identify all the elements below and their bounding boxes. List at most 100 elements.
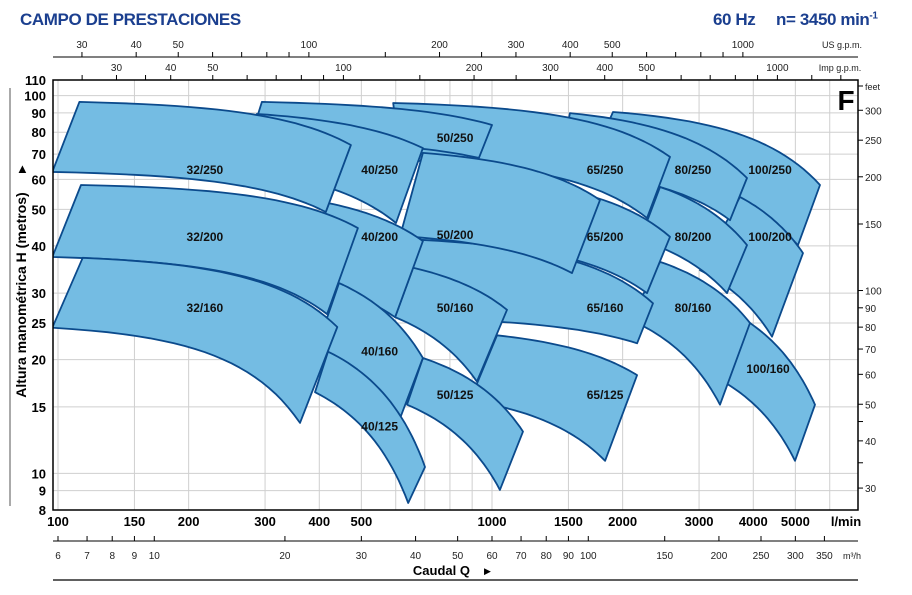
m3h-tick-label: 200 bbox=[711, 551, 728, 562]
y-tick-label: 50 bbox=[32, 202, 46, 217]
region-label-65-250: 65/250 bbox=[587, 163, 624, 177]
region-label-100-200: 100/200 bbox=[748, 230, 792, 244]
pump-region-100-160 bbox=[719, 322, 816, 462]
pump-region-40-125 bbox=[314, 350, 426, 504]
region-label-50-250: 50/250 bbox=[437, 131, 474, 145]
imp-gpm-tick-label: 200 bbox=[466, 63, 483, 74]
region-label-32-160: 32/160 bbox=[187, 301, 224, 315]
region-label-65-200: 65/200 bbox=[587, 230, 624, 244]
speed-exponent: -1 bbox=[869, 10, 878, 22]
us-gpm-tick-label: 40 bbox=[131, 40, 143, 51]
feet-tick-label: 300 bbox=[865, 106, 882, 117]
feet-tick-label: 150 bbox=[865, 220, 882, 231]
us-gpm-tick-label: 50 bbox=[173, 40, 185, 51]
x-tick-label: 200 bbox=[178, 514, 200, 529]
speed-value: n= 3450 min bbox=[776, 10, 870, 29]
region-label-40-250: 40/250 bbox=[361, 163, 398, 177]
pump-region-80-160 bbox=[629, 261, 751, 406]
y-tick-label: 9 bbox=[39, 484, 46, 499]
pump-region-50-200 bbox=[399, 152, 601, 274]
m3h-tick-label: 60 bbox=[486, 551, 498, 562]
y-tick-label: 100 bbox=[24, 89, 46, 104]
us-gpm-tick-label: 1000 bbox=[732, 40, 755, 51]
region-label-50-125: 50/125 bbox=[437, 388, 474, 402]
x-tick-label: 5000 bbox=[781, 514, 810, 529]
page-title: CAMPO DE PRESTACIONES bbox=[20, 10, 241, 29]
imp-gpm-tick-label: 30 bbox=[111, 63, 123, 74]
m3h-tick-label: 6 bbox=[55, 551, 61, 562]
m3h-tick-label: 300 bbox=[787, 551, 804, 562]
feet-tick-label: 70 bbox=[865, 345, 877, 356]
plot-frame bbox=[52, 79, 859, 511]
m3h-tick-label: 250 bbox=[753, 551, 770, 562]
feet-tick-label: 50 bbox=[865, 400, 877, 411]
m3h-tick-label: 30 bbox=[356, 551, 368, 562]
imp-gpm-tick-label: 50 bbox=[207, 63, 219, 74]
m3h-tick-label: 90 bbox=[563, 551, 575, 562]
series-letter: F bbox=[837, 85, 854, 116]
arrow-right-icon: ▶ bbox=[484, 566, 491, 576]
m3h-unit-label: m³/h bbox=[843, 551, 861, 561]
x-unit-label: l/min bbox=[831, 514, 861, 529]
us-gpm-tick-label: 500 bbox=[604, 40, 621, 51]
m3h-tick-label: 350 bbox=[816, 551, 833, 562]
pump-region-50-160 bbox=[394, 266, 508, 383]
x-tick-label: 300 bbox=[254, 514, 276, 529]
feet-tick-label: 90 bbox=[865, 304, 877, 315]
y-tick-label: 25 bbox=[32, 316, 46, 331]
region-label-100-160: 100/160 bbox=[746, 362, 790, 376]
pump-region-65-125 bbox=[469, 334, 638, 462]
region-label-32-200: 32/200 bbox=[187, 230, 224, 244]
us-gpm-unit-label: US g.p.m. bbox=[822, 40, 862, 50]
feet-unit-label: feet bbox=[865, 82, 881, 92]
imp-gpm-tick-label: 40 bbox=[165, 63, 177, 74]
y-tick-label: 20 bbox=[32, 353, 46, 368]
region-label-65-125: 65/125 bbox=[587, 388, 624, 402]
region-label-40-125: 40/125 bbox=[361, 420, 398, 434]
region-label-80-250: 80/250 bbox=[675, 163, 712, 177]
arrow-up-icon: ▶ bbox=[17, 165, 28, 173]
region-label-40-160: 40/160 bbox=[361, 345, 398, 359]
m3h-tick-label: 20 bbox=[279, 551, 291, 562]
y-axis-label: Altura manométrica H (metros) bbox=[13, 192, 29, 397]
pump-region-80-200 bbox=[639, 186, 748, 294]
feet-tick-label: 100 bbox=[865, 287, 882, 298]
imp-gpm-tick-label: 1000 bbox=[766, 63, 789, 74]
feet-tick-label: 60 bbox=[865, 370, 877, 381]
us-gpm-tick-label: 300 bbox=[508, 40, 525, 51]
x-tick-label: 1500 bbox=[554, 514, 583, 529]
us-gpm-tick-label: 200 bbox=[431, 40, 448, 51]
imp-gpm-tick-label: 300 bbox=[542, 63, 559, 74]
x-tick-label: 500 bbox=[351, 514, 373, 529]
y-tick-label: 90 bbox=[32, 106, 46, 121]
feet-tick-label: 80 bbox=[865, 323, 877, 334]
y-axis-title: Altura manométrica H (metros) ▶ bbox=[13, 165, 29, 398]
y-tick-label: 10 bbox=[32, 466, 46, 481]
imp-gpm-tick-label: 500 bbox=[638, 63, 655, 74]
feet-tick-label: 40 bbox=[865, 437, 877, 448]
m3h-tick-label: 80 bbox=[541, 551, 553, 562]
x-tick-label: 3000 bbox=[685, 514, 714, 529]
x-tick-label: 150 bbox=[124, 514, 146, 529]
y-tick-label: 40 bbox=[32, 239, 46, 254]
us-gpm-tick-label: 30 bbox=[76, 40, 88, 51]
pump-region-32-160 bbox=[53, 256, 339, 424]
imp-gpm-tick-label: 400 bbox=[596, 63, 613, 74]
y-tick-label: 60 bbox=[32, 172, 46, 187]
speed-label: n= 3450 min-1 bbox=[776, 10, 878, 30]
feet-tick-label: 250 bbox=[865, 136, 882, 147]
x-axis-title: Caudal Q ▶ bbox=[413, 563, 491, 578]
region-label-65-160: 65/160 bbox=[587, 301, 624, 315]
imp-gpm-tick-label: 100 bbox=[335, 63, 352, 74]
region-label-50-200: 50/200 bbox=[437, 228, 474, 242]
m3h-tick-label: 10 bbox=[149, 551, 161, 562]
x-tick-label: 2000 bbox=[608, 514, 637, 529]
x-tick-label: 400 bbox=[308, 514, 330, 529]
region-label-100-250: 100/250 bbox=[748, 163, 792, 177]
x-tick-label: 4000 bbox=[739, 514, 768, 529]
us-gpm-tick-label: 100 bbox=[301, 40, 318, 51]
y-tick-label: 15 bbox=[32, 400, 46, 415]
region-label-80-160: 80/160 bbox=[675, 301, 712, 315]
y-tick-label: 110 bbox=[25, 73, 46, 88]
pump-regions bbox=[53, 101, 821, 504]
